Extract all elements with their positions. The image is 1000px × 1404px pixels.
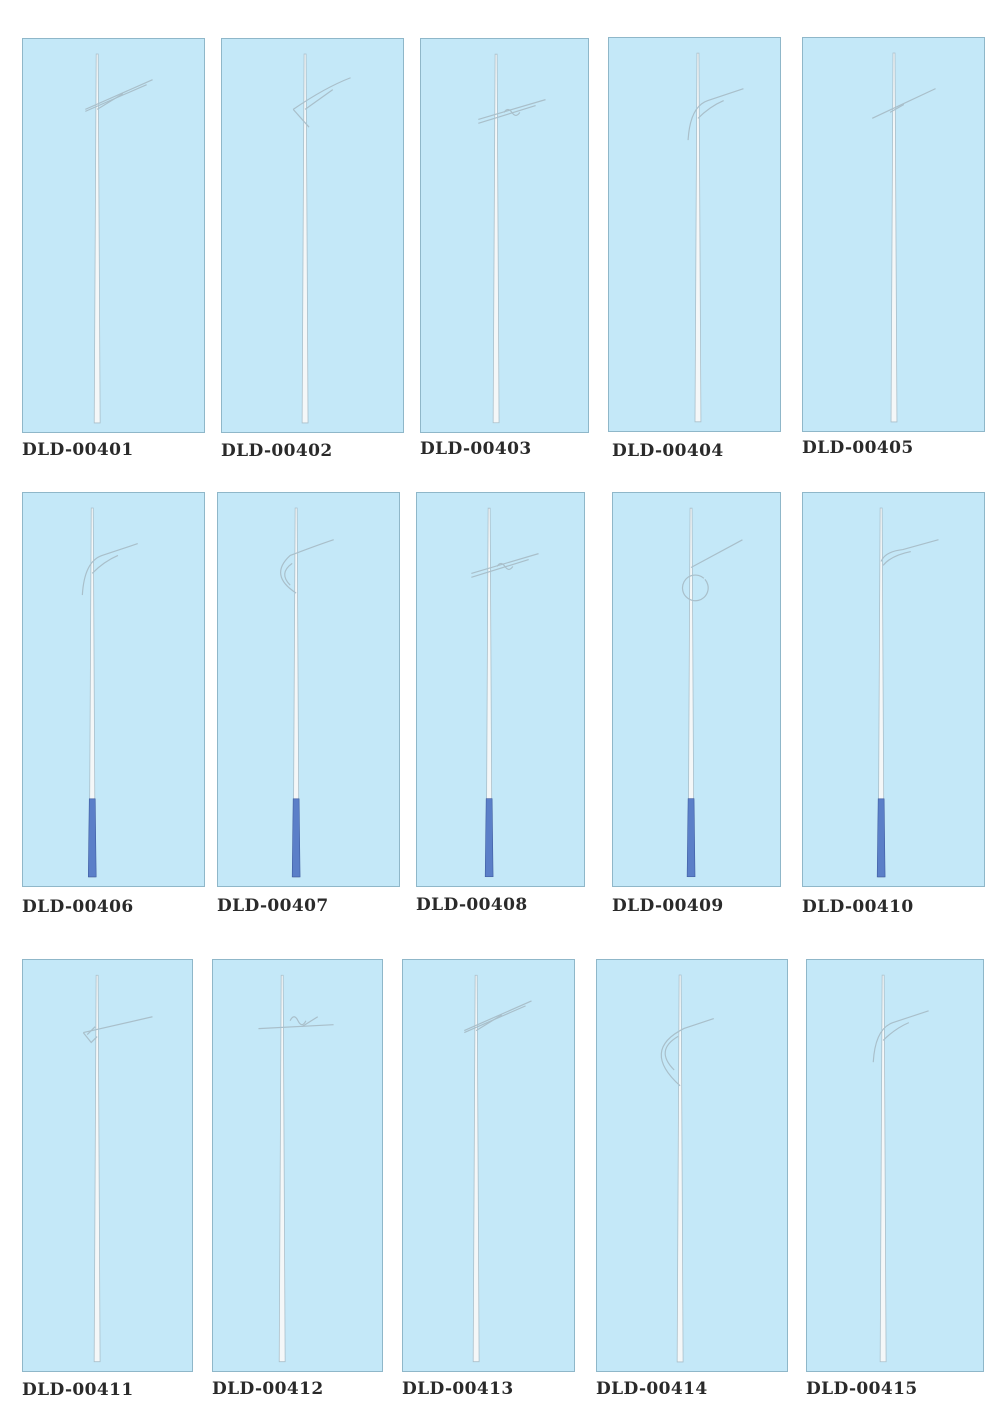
lamp-arm [85,79,153,112]
lamp-arm [478,99,546,124]
pole-illustration-panel [596,959,788,1372]
pole-illustration-panel [802,492,985,887]
pole-illustration-panel [212,959,383,1372]
lamp-arm [880,539,939,566]
street-light-pole [681,507,743,878]
street-light-pole [872,974,929,1363]
pole-illustration-panel [217,492,400,887]
product-code: DLD-00415 [806,1379,918,1399]
product-code: DLD-00413 [402,1379,514,1399]
pole-illustration-panel [221,38,404,433]
product-code: DLD-00408 [416,895,528,915]
street-light-pole [280,507,334,878]
pole-shaft [879,974,887,1363]
lamp-arm [82,1016,153,1044]
pole-shaft [301,53,309,424]
product-code: DLD-00404 [612,441,724,461]
pole-base-sleeve [484,798,494,878]
pole-base-sleeve [87,798,97,878]
product-code: DLD-00402 [221,441,333,461]
pole-shaft [93,53,101,424]
pole-shaft [93,974,101,1363]
product-code: DLD-00406 [22,897,134,917]
lamp-arm [258,1016,334,1030]
product-code: DLD-00414 [596,1379,708,1399]
street-light-pole [82,974,153,1363]
lamp-arm [292,77,351,128]
product-code: DLD-00409 [612,896,724,916]
product-code: DLD-00401 [22,440,134,460]
pole-base-sleeve [686,798,696,878]
product-code: DLD-00403 [420,439,532,459]
pole-illustration-panel [402,959,575,1372]
lamp-arm [280,539,334,594]
pole-illustration-panel [806,959,984,1372]
street-light-pole [464,974,532,1363]
pole-base-sleeve [876,798,886,878]
lamp-arm [464,1000,532,1034]
pole-illustration-panel [22,492,205,887]
lamp-arm [871,88,936,119]
lamp-arm [471,553,539,578]
pole-shaft [890,52,898,423]
pole-shaft [472,974,480,1363]
product-code: DLD-00412 [212,1379,324,1399]
pole-illustration-panel [416,492,585,887]
street-light-pole [471,507,539,878]
product-code: DLD-00410 [802,897,914,917]
pole-illustration-panel [420,38,589,433]
product-code: DLD-00411 [22,1380,134,1400]
lamp-arm [687,88,744,141]
pole-illustration-panel [608,37,781,432]
pole-shaft [694,52,702,423]
lamp-arm [660,1017,714,1087]
pole-illustration-panel [802,37,985,432]
pole-illustration-panel [22,959,193,1372]
pole-shaft [492,53,500,424]
pole-shaft [278,974,286,1363]
street-light-pole [876,507,939,878]
street-light-pole [292,53,351,424]
product-code: DLD-00407 [217,896,329,916]
pole-base-sleeve [291,798,301,878]
lamp-arm [872,1010,929,1063]
pole-shaft [676,974,684,1363]
street-light-pole [478,53,546,424]
lamp-arm [681,539,743,602]
pole-illustration-panel [612,492,781,887]
lamp-arm [81,543,138,596]
street-light-pole [258,974,334,1363]
product-code: DLD-00405 [802,438,914,458]
street-light-pole [687,52,744,423]
pole-illustration-panel [22,38,205,433]
street-light-pole [660,974,714,1363]
street-light-pole [85,53,153,424]
street-light-pole [81,507,138,878]
street-light-pole [871,52,936,423]
